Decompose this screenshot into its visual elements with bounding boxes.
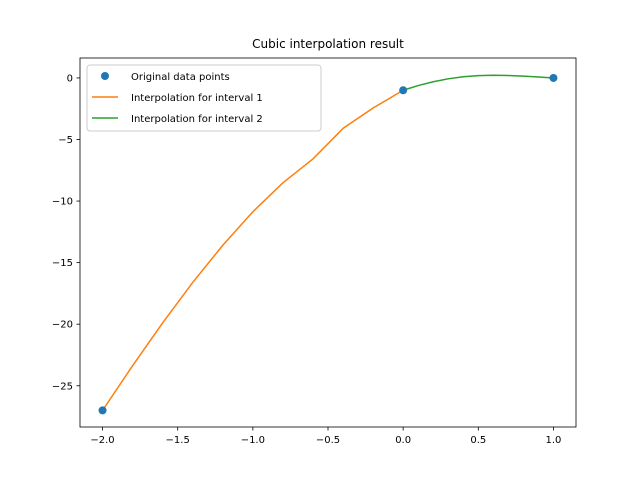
series-line-2 [402,74,554,91]
data-point [399,86,408,95]
x-tick-label: 0.0 [395,435,411,446]
legend-label-0: Original data points [131,72,230,83]
y-tick-label: −15 [52,258,73,269]
plot-area [98,73,558,415]
x-tick-label: 1.0 [546,435,562,446]
y-tick-label: −25 [52,381,73,392]
chart-title: Cubic interpolation result [252,37,404,51]
x-tick-label: −0.5 [316,435,340,446]
x-tick-label: 0.5 [470,435,486,446]
y-tick-label: −20 [52,320,73,331]
legend-marker-0 [101,72,109,80]
data-point [549,73,558,82]
legend-label-2: Interpolation for interval 2 [131,114,263,125]
x-tick-label: −2.0 [90,435,114,446]
y-tick-label: 0 [67,73,73,84]
legend-label-1: Interpolation for interval 1 [131,93,263,104]
axes: −2.0 −1.5 −1.0 −0.5 0.0 0.5 1.0 0 −5 −10 −15 −20 −25 [52,57,577,446]
data-point [98,406,107,415]
x-tick-label: −1.5 [166,435,190,446]
y-tick-label: −5 [58,135,73,146]
y-tick-label: −10 [52,197,73,208]
legend: Original data points Interpolation for in… [86,64,322,132]
x-tick-label: −1.0 [241,435,265,446]
series-line-1 [101,89,404,411]
legend-box [86,64,322,132]
